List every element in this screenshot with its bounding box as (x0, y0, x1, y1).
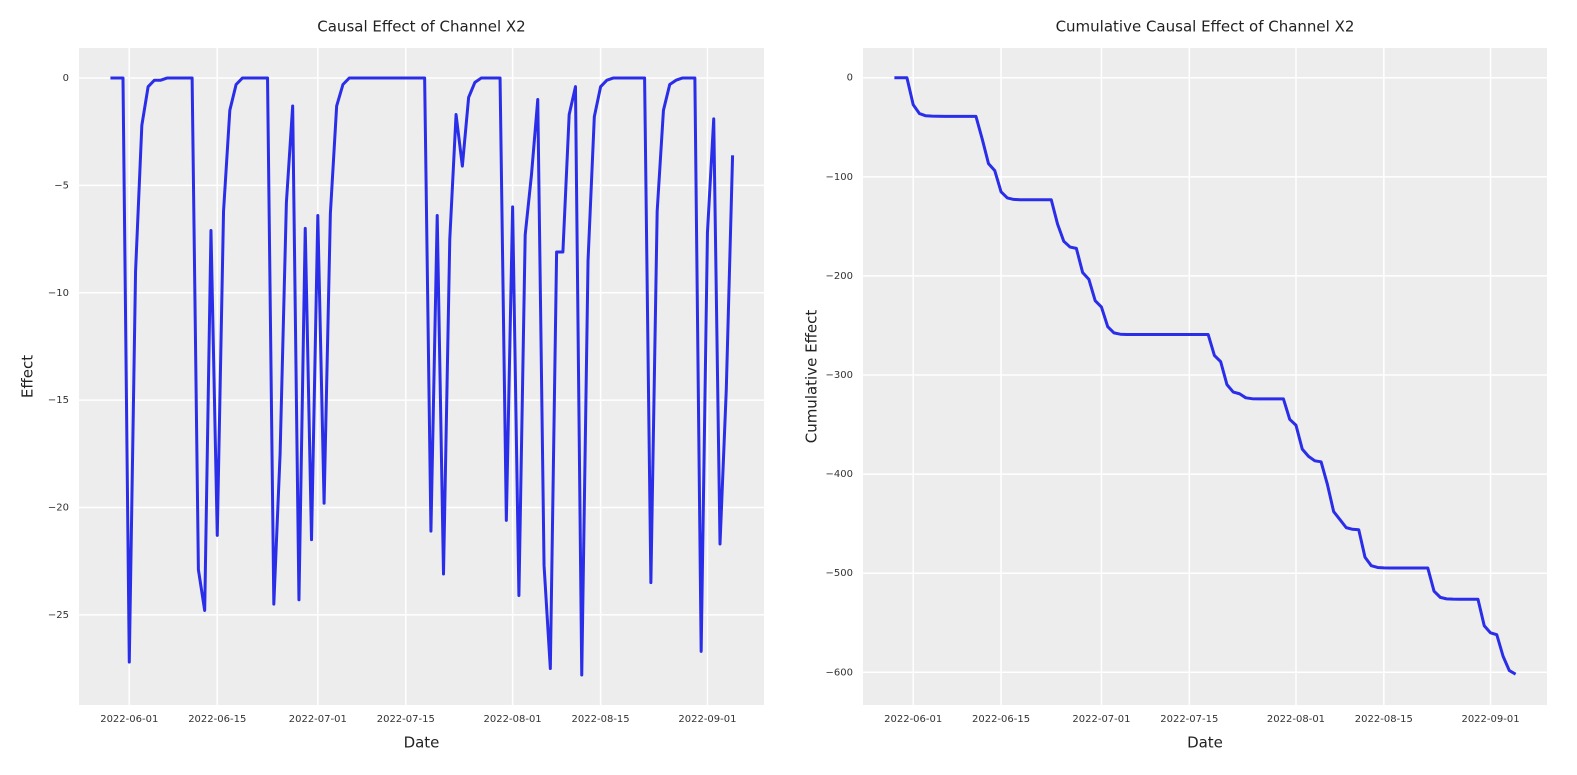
y-tick-label: −300 (826, 370, 853, 381)
x-tick-label: 2022-06-15 (188, 714, 246, 725)
y-tick-label: 0 (63, 73, 69, 84)
y-axis-label: Cumulative Effect (803, 310, 821, 444)
x-tick-label: 2022-07-15 (377, 714, 435, 725)
x-tick-label: 2022-08-15 (1355, 714, 1413, 725)
x-tick-label: 2022-07-01 (1072, 714, 1130, 725)
y-tick-label: −15 (48, 395, 69, 406)
x-tick-label: 2022-08-15 (572, 714, 630, 725)
chart-title: Causal Effect of Channel X2 (317, 18, 525, 36)
x-tick-label: 2022-06-01 (100, 714, 158, 725)
plot-area (863, 48, 1547, 705)
x-axis-label: Date (404, 734, 440, 752)
x-tick-label: 2022-09-01 (1461, 714, 1519, 725)
x-tick-label: 2022-08-01 (1267, 714, 1325, 725)
x-tick-label: 2022-08-01 (484, 714, 542, 725)
y-tick-label: 0 (847, 73, 853, 84)
x-tick-label: 2022-07-01 (289, 714, 347, 725)
x-tick-label: 2022-09-01 (678, 714, 736, 725)
x-tick-label: 2022-07-15 (1160, 714, 1218, 725)
y-tick-label: −5 (54, 180, 69, 191)
y-tick-label: −600 (826, 667, 853, 678)
y-tick-label: −20 (48, 502, 69, 513)
data-line (894, 76, 1517, 676)
y-tick-label: −200 (826, 271, 853, 282)
y-tick-label: −10 (48, 288, 69, 299)
y-tick-label: −100 (826, 172, 853, 183)
chart-title: Cumulative Causal Effect of Channel X2 (1056, 18, 1355, 36)
x-axis-label: Date (1187, 734, 1223, 752)
x-tick-label: 2022-06-01 (884, 714, 942, 725)
y-axis-label: Effect (19, 355, 37, 398)
data-line (110, 76, 735, 677)
y-tick-label: −400 (826, 469, 853, 480)
y-tick-label: −500 (826, 568, 853, 579)
x-tick-label: 2022-06-15 (972, 714, 1030, 725)
y-tick-label: −25 (48, 610, 69, 621)
